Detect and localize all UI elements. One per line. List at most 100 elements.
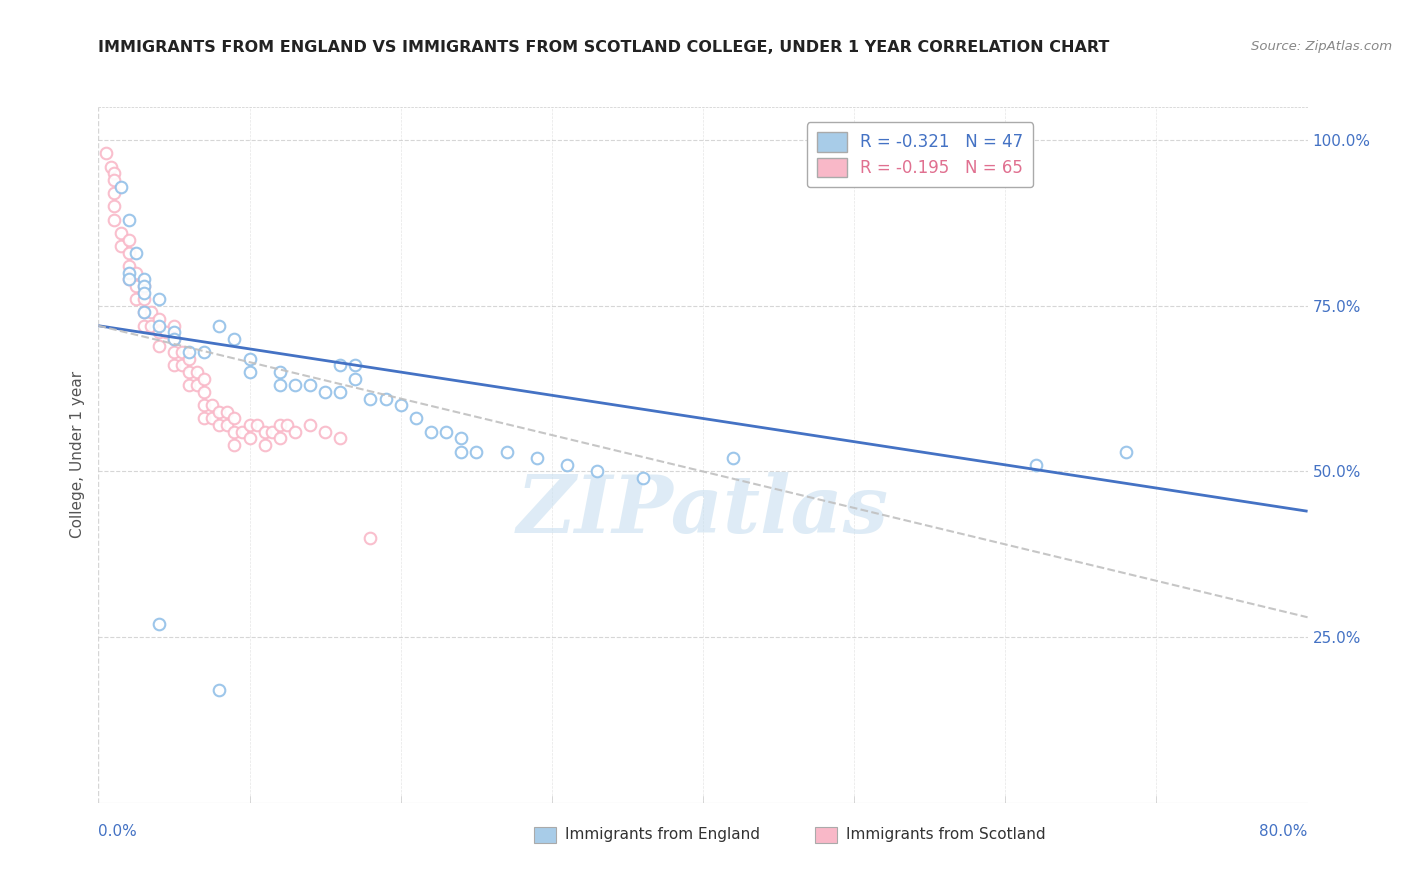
Point — [246, 418, 269, 433]
Point — [132, 318, 155, 333]
Point — [177, 365, 201, 379]
Point — [125, 292, 148, 306]
Point — [239, 431, 262, 445]
Point — [118, 272, 141, 286]
Point — [1115, 444, 1137, 458]
Point — [269, 378, 291, 392]
Point — [329, 431, 352, 445]
Point — [110, 239, 132, 253]
Point — [103, 199, 125, 213]
Point — [193, 372, 215, 386]
Point — [186, 378, 208, 392]
Point — [103, 212, 125, 227]
Point — [299, 418, 322, 433]
Point — [132, 305, 155, 319]
Point — [132, 272, 155, 286]
Point — [253, 425, 276, 439]
Point — [239, 418, 262, 433]
Point — [631, 471, 654, 485]
Point — [262, 425, 284, 439]
Point — [125, 245, 148, 260]
Point — [253, 438, 276, 452]
Point — [314, 384, 336, 399]
Point — [118, 233, 141, 247]
Point — [526, 451, 548, 466]
Point — [276, 418, 298, 433]
Point — [163, 345, 186, 359]
Point — [586, 465, 609, 479]
Point — [177, 351, 201, 366]
Point — [132, 279, 155, 293]
Point — [103, 186, 125, 201]
Point — [110, 179, 132, 194]
Point — [193, 384, 215, 399]
Point — [141, 318, 163, 333]
Point — [177, 378, 201, 392]
Text: 0.0%: 0.0% — [98, 824, 138, 838]
Point — [163, 326, 186, 340]
Point — [239, 351, 262, 366]
Text: Immigrants from England: Immigrants from England — [565, 827, 761, 841]
Point — [163, 318, 186, 333]
Point — [450, 444, 472, 458]
Point — [284, 378, 307, 392]
Point — [329, 359, 352, 373]
Point — [177, 345, 201, 359]
Point — [360, 392, 382, 406]
Point — [208, 318, 231, 333]
Point — [450, 431, 472, 445]
Point — [193, 411, 215, 425]
Point — [148, 326, 170, 340]
Point — [299, 378, 322, 392]
Point — [170, 345, 193, 359]
Point — [269, 418, 291, 433]
Point — [103, 173, 125, 187]
Point — [208, 418, 231, 433]
Point — [118, 266, 141, 280]
Point — [721, 451, 744, 466]
Point — [141, 305, 163, 319]
Point — [125, 279, 148, 293]
Point — [284, 425, 307, 439]
Text: IMMIGRANTS FROM ENGLAND VS IMMIGRANTS FROM SCOTLAND COLLEGE, UNDER 1 YEAR CORREL: IMMIGRANTS FROM ENGLAND VS IMMIGRANTS FR… — [98, 40, 1109, 55]
Point — [208, 405, 231, 419]
Point — [1024, 458, 1046, 472]
Point — [100, 160, 122, 174]
Legend: R = -0.321   N = 47, R = -0.195   N = 65: R = -0.321 N = 47, R = -0.195 N = 65 — [807, 122, 1033, 187]
Point — [208, 683, 231, 698]
Point — [148, 338, 170, 352]
Point — [148, 616, 170, 631]
Point — [94, 146, 117, 161]
Point — [163, 332, 186, 346]
Y-axis label: College, Under 1 year: College, Under 1 year — [69, 371, 84, 539]
Point — [329, 384, 352, 399]
Point — [344, 372, 367, 386]
Point — [170, 359, 193, 373]
Point — [231, 425, 253, 439]
Point — [163, 359, 186, 373]
Point — [374, 392, 396, 406]
Point — [389, 398, 412, 412]
Point — [163, 332, 186, 346]
Point — [118, 259, 141, 273]
Point — [148, 318, 170, 333]
Point — [132, 285, 155, 300]
Point — [224, 411, 246, 425]
Point — [132, 305, 155, 319]
Point — [269, 431, 291, 445]
Point — [193, 345, 215, 359]
Point — [132, 279, 155, 293]
Point — [405, 411, 427, 425]
Text: Immigrants from Scotland: Immigrants from Scotland — [846, 827, 1046, 841]
Point — [360, 531, 382, 545]
Point — [193, 398, 215, 412]
Point — [118, 272, 141, 286]
Text: 80.0%: 80.0% — [1260, 824, 1308, 838]
Point — [103, 166, 125, 180]
Point — [118, 245, 141, 260]
Point — [224, 332, 246, 346]
Point — [148, 292, 170, 306]
Point — [110, 226, 132, 240]
Point — [224, 425, 246, 439]
Point — [125, 266, 148, 280]
